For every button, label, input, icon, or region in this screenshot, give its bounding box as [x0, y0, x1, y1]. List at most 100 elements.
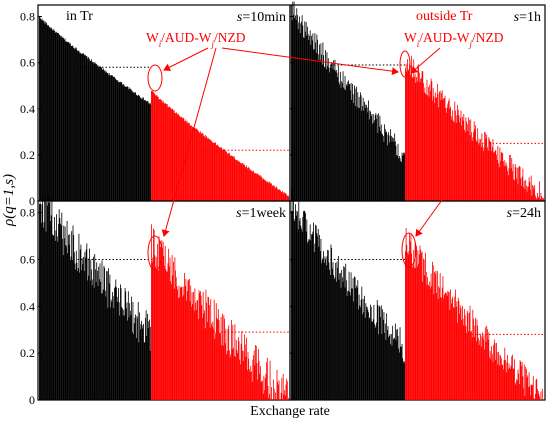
bar-outside-tr [511, 158, 513, 201]
bar-inside-tr [396, 154, 398, 201]
bar-inside-tr [364, 101, 365, 201]
bar-inside-tr [85, 257, 86, 400]
bar-outside-tr [407, 59, 408, 201]
bar-inside-tr [44, 200, 46, 400]
bar-inside-tr [50, 221, 51, 400]
bar-outside-tr [512, 368, 514, 400]
bar-outside-tr [405, 251, 406, 400]
bar-outside-tr [172, 275, 174, 400]
bar-outside-tr [273, 185, 274, 201]
bar-inside-tr [149, 102, 151, 201]
bar-outside-tr [439, 91, 440, 201]
bar-inside-tr [101, 68, 103, 201]
bar-outside-tr [237, 353, 239, 400]
bar-inside-tr [332, 262, 334, 400]
bar-outside-tr [502, 364, 504, 400]
bar-outside-tr [507, 355, 508, 400]
bar-outside-tr [467, 130, 469, 201]
y-tick-label: 0.6 [20, 253, 35, 267]
bar-outside-tr [528, 372, 530, 400]
bar-outside-tr [541, 196, 543, 201]
bar-inside-tr [307, 34, 309, 201]
bar-outside-tr [505, 162, 507, 201]
bar-inside-tr [108, 283, 110, 400]
bar-inside-tr [350, 90, 351, 201]
y-tick-label: 0.2 [20, 148, 35, 162]
bar-inside-tr [147, 313, 148, 400]
bar-outside-tr [478, 138, 480, 201]
bar-inside-tr [392, 138, 394, 201]
bar-inside-tr [62, 255, 64, 400]
bar-outside-tr [482, 151, 484, 201]
bar-outside-tr [465, 326, 467, 400]
bar-outside-tr [242, 165, 244, 201]
bar-inside-tr [98, 67, 100, 201]
bar-inside-tr [393, 142, 395, 201]
bar-outside-tr [409, 75, 411, 201]
bar-outside-tr [455, 306, 457, 400]
bar-inside-tr [59, 218, 61, 400]
bar-outside-tr [154, 255, 156, 400]
bar-outside-tr [539, 181, 540, 201]
bar-outside-tr [219, 147, 221, 201]
scale-label: s=24h [507, 206, 541, 221]
bar-outside-tr [416, 76, 417, 201]
bar-inside-tr [361, 110, 363, 201]
bar-outside-tr [155, 95, 156, 201]
bar-inside-tr [384, 323, 386, 400]
bar-outside-tr [266, 182, 268, 201]
bar-outside-tr [439, 273, 441, 400]
y-tick-label: 0.4 [20, 102, 35, 116]
bar-outside-tr [456, 115, 458, 201]
bar-outside-tr [414, 267, 415, 400]
bar-outside-tr [487, 329, 488, 400]
bar-outside-tr [528, 387, 529, 400]
bar-outside-tr [532, 376, 534, 400]
bar-outside-tr [516, 178, 517, 201]
bar-inside-tr [94, 254, 96, 400]
bar-outside-tr [491, 147, 493, 201]
bar-outside-tr [244, 344, 246, 400]
bar-inside-tr [126, 302, 128, 400]
bar-inside-tr [392, 339, 394, 400]
bar-inside-tr [123, 309, 125, 400]
bar-outside-tr [273, 379, 274, 400]
bar-inside-tr [392, 137, 394, 201]
bar-inside-tr [59, 34, 61, 202]
bar-outside-tr [200, 295, 202, 400]
bar-inside-tr [299, 218, 301, 400]
bar-inside-tr [295, 15, 296, 201]
bar-inside-tr [358, 309, 359, 400]
bar-inside-tr [333, 275, 335, 400]
bar-inside-tr [149, 350, 151, 400]
bar-outside-tr [216, 317, 218, 400]
bar-inside-tr [390, 344, 392, 400]
bar-inside-tr [48, 202, 50, 400]
bar-inside-tr [132, 92, 134, 201]
bar-outside-tr [191, 125, 192, 201]
scale-label: s=1week [236, 206, 286, 221]
bar-outside-tr [241, 163, 243, 201]
bar-outside-tr [226, 153, 228, 201]
bar-outside-tr [441, 287, 443, 400]
bar-inside-tr [125, 86, 127, 201]
bar-outside-tr [191, 306, 192, 400]
bar-outside-tr [219, 333, 221, 400]
bar-outside-tr [212, 321, 214, 400]
bar-inside-tr [69, 259, 71, 400]
bar-inside-tr [84, 55, 86, 201]
bar-outside-tr [420, 252, 422, 400]
bar-inside-tr [384, 124, 386, 201]
bar-outside-tr [491, 354, 493, 400]
bar-inside-tr [357, 280, 359, 400]
bar-inside-tr [86, 243, 88, 400]
bar-inside-tr [311, 40, 313, 201]
bar-inside-tr [386, 330, 388, 400]
bar-outside-tr [416, 81, 418, 201]
bar-outside-tr [501, 364, 503, 400]
bar-outside-tr [251, 170, 253, 201]
bar-outside-tr [482, 144, 483, 201]
bar-outside-tr [256, 174, 258, 201]
bar-inside-tr [378, 334, 379, 400]
